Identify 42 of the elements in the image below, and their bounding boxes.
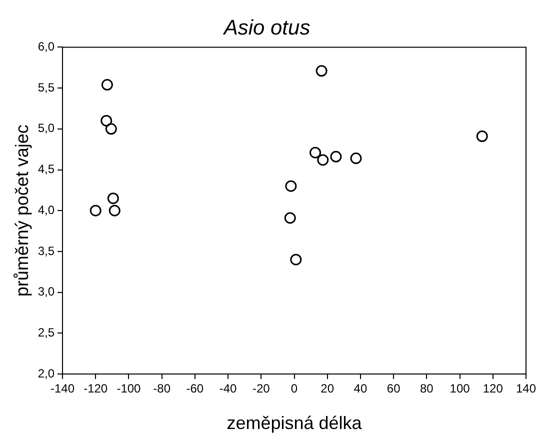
x-tick-label: 0	[290, 382, 298, 396]
point	[101, 79, 113, 91]
y-tick-label: 5,5	[38, 80, 55, 94]
x-tick-label: -120	[84, 382, 108, 396]
x-tick-label: 20	[320, 382, 334, 396]
point	[290, 254, 302, 266]
x-tick-label: 40	[354, 382, 368, 396]
point	[317, 154, 329, 166]
x-tick-label: -80	[153, 382, 171, 396]
y-tick-label: 2,0	[38, 366, 55, 380]
x-tick-label: -40	[219, 382, 238, 396]
x-tick-label: 80	[420, 382, 434, 396]
y-tick-label: 3,0	[38, 284, 55, 299]
x-tick-label: -20	[252, 382, 270, 396]
point	[330, 150, 342, 162]
y-tick-label: 6,0	[38, 40, 55, 54]
y-tick-label: 4,0	[38, 202, 55, 217]
point	[90, 204, 102, 216]
point	[476, 130, 488, 142]
y-tick-label: 2,5	[38, 325, 55, 340]
point	[284, 212, 296, 224]
point	[108, 204, 120, 216]
y-axis-title: průměrný počet vajec	[12, 124, 32, 297]
chart-title: Asio otus	[222, 16, 311, 40]
point	[350, 152, 362, 164]
point	[107, 192, 119, 204]
x-axis-title: zeměpisná délka	[226, 413, 363, 434]
y-tick-label: 4,5	[38, 162, 55, 176]
point	[310, 146, 322, 158]
x-tick-label: -60	[186, 382, 204, 396]
point	[105, 123, 117, 135]
y-tick-label: 5,0	[38, 121, 55, 136]
x-tick-label: -100	[116, 382, 142, 396]
point	[100, 114, 112, 126]
x-tick-label: 120	[482, 382, 504, 396]
point	[285, 180, 297, 192]
y-tick-label: 3,5	[38, 244, 55, 258]
point	[316, 65, 328, 77]
x-tick-label: 60	[386, 382, 401, 396]
x-tick-label: 100	[450, 382, 470, 396]
x-tick-label: -140	[50, 382, 75, 396]
x-tick-label: 140	[516, 382, 536, 396]
